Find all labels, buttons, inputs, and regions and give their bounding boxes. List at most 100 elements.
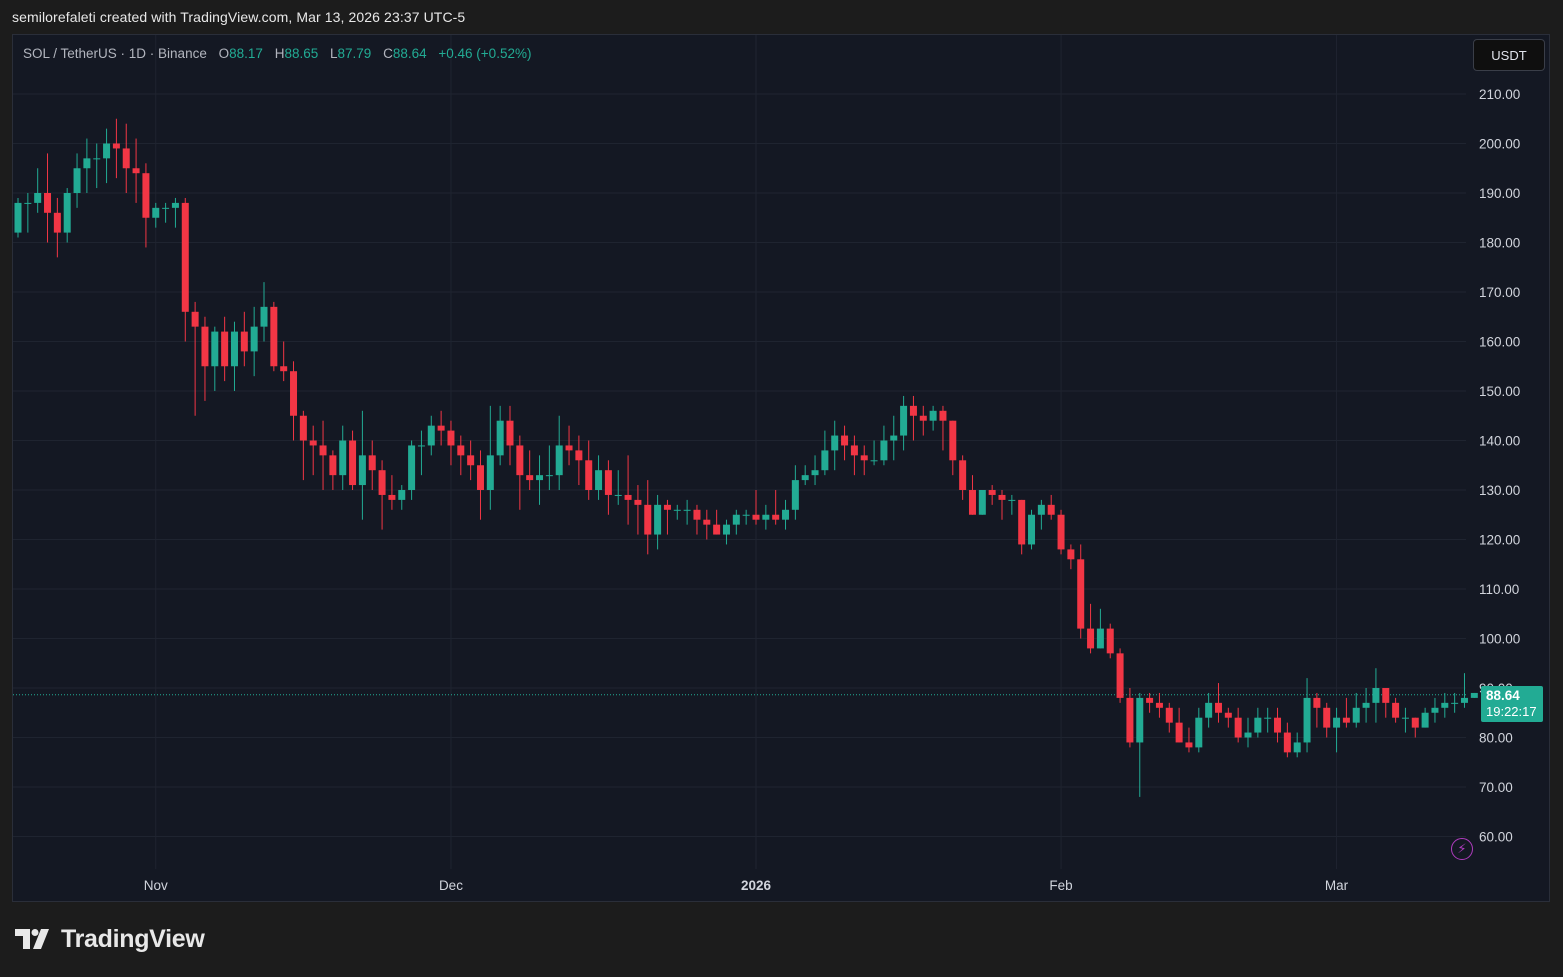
candle xyxy=(1224,707,1232,728)
candle-body xyxy=(673,509,681,511)
candle-body xyxy=(890,435,898,441)
candle xyxy=(959,455,967,500)
candle xyxy=(949,420,957,476)
candle xyxy=(703,509,711,540)
candle-body xyxy=(1362,702,1370,708)
candle-body xyxy=(1234,717,1242,738)
candle xyxy=(457,435,465,476)
candle xyxy=(378,460,386,530)
candle-body xyxy=(949,420,957,461)
candle-body xyxy=(1392,702,1400,718)
candle-body xyxy=(1116,653,1124,698)
candle-body xyxy=(34,193,42,203)
candle-body xyxy=(909,405,917,416)
candle-body xyxy=(565,445,573,451)
candle-body xyxy=(506,420,514,446)
candle-body xyxy=(555,445,563,476)
candle xyxy=(526,450,534,490)
candle xyxy=(368,440,376,490)
candle xyxy=(299,410,307,481)
candle xyxy=(44,153,52,243)
candle-body xyxy=(1067,549,1075,560)
candle-body xyxy=(201,326,209,367)
chart-panel[interactable]: 210.00 200.00 190.00 180.00 170.00 160.00 150.… xyxy=(12,34,1550,902)
high-value: 88.65 xyxy=(284,46,319,61)
candle-body xyxy=(1008,499,1016,501)
candle xyxy=(230,321,238,391)
candle-body xyxy=(742,514,750,516)
candlestick-chart[interactable]: 210.00 200.00 190.00 180.00 170.00 160.00 150.… xyxy=(13,35,1549,901)
candle xyxy=(1126,688,1134,748)
candle xyxy=(1362,688,1370,723)
candle xyxy=(988,485,996,505)
candle-body xyxy=(1165,707,1173,723)
high-label: H xyxy=(274,46,285,61)
candle-body xyxy=(988,490,996,495)
candle xyxy=(545,445,553,490)
candle-body xyxy=(260,306,268,327)
y-tick-label: 70.00 xyxy=(1479,780,1513,795)
candle-body xyxy=(821,450,829,471)
candle xyxy=(1283,722,1291,758)
candle-body xyxy=(230,331,238,367)
candle-body xyxy=(339,440,347,476)
candle-body xyxy=(290,371,298,416)
candle-body xyxy=(1372,688,1380,703)
tradingview-logo[interactable]: TradingView xyxy=(15,922,205,956)
candle xyxy=(742,509,750,525)
candle xyxy=(791,465,799,520)
candle xyxy=(782,499,790,530)
candle xyxy=(998,490,1006,520)
candle-body xyxy=(53,212,61,233)
candle xyxy=(860,445,868,476)
candle xyxy=(1460,673,1468,708)
y-tick-label: 200.00 xyxy=(1479,137,1520,152)
candle-body xyxy=(1352,707,1360,723)
candle-body xyxy=(595,470,603,490)
candle xyxy=(565,425,573,466)
open-label: O xyxy=(218,46,230,61)
candle xyxy=(1096,608,1104,649)
candle-body xyxy=(1382,688,1390,703)
candle-body xyxy=(221,331,229,367)
candle xyxy=(53,197,61,258)
candle-body xyxy=(211,331,219,367)
candle xyxy=(1047,494,1055,520)
y-tick-label: 130.00 xyxy=(1479,483,1520,498)
candle xyxy=(841,425,849,461)
candle-body xyxy=(1460,697,1468,703)
currency-button[interactable]: USDT xyxy=(1473,39,1545,71)
candle xyxy=(1342,697,1350,728)
candle-body xyxy=(240,331,248,352)
x-tick-label: Nov xyxy=(144,878,168,893)
candle xyxy=(24,193,32,233)
candle xyxy=(221,316,229,382)
candle xyxy=(476,450,484,520)
candle-body xyxy=(1264,717,1272,719)
lightning-bolt-icon[interactable]: ⚡ xyxy=(1451,838,1473,860)
candle-body xyxy=(880,440,888,461)
candle-body xyxy=(604,470,612,495)
candle-body xyxy=(1018,499,1026,545)
candle xyxy=(683,499,691,525)
candle-body xyxy=(703,519,711,525)
candle-body xyxy=(457,445,465,456)
y-tick-label: 110.00 xyxy=(1479,582,1519,597)
candle xyxy=(624,455,632,525)
candle xyxy=(14,197,22,238)
candle xyxy=(614,470,622,505)
candle xyxy=(1067,544,1075,570)
candle-body xyxy=(516,445,524,476)
candle xyxy=(211,326,219,391)
candle xyxy=(1028,509,1036,550)
y-tick-label: 140.00 xyxy=(1479,434,1520,449)
candle-body xyxy=(762,514,770,520)
candle-body xyxy=(73,168,81,193)
candle-body xyxy=(280,366,288,372)
candle xyxy=(713,509,721,535)
candle xyxy=(93,143,101,189)
candle xyxy=(1008,494,1016,515)
candle-body xyxy=(1136,697,1144,743)
symbol-label[interactable]: SOL / TetherUS · 1D · Binance xyxy=(23,46,207,61)
candle xyxy=(398,485,406,510)
